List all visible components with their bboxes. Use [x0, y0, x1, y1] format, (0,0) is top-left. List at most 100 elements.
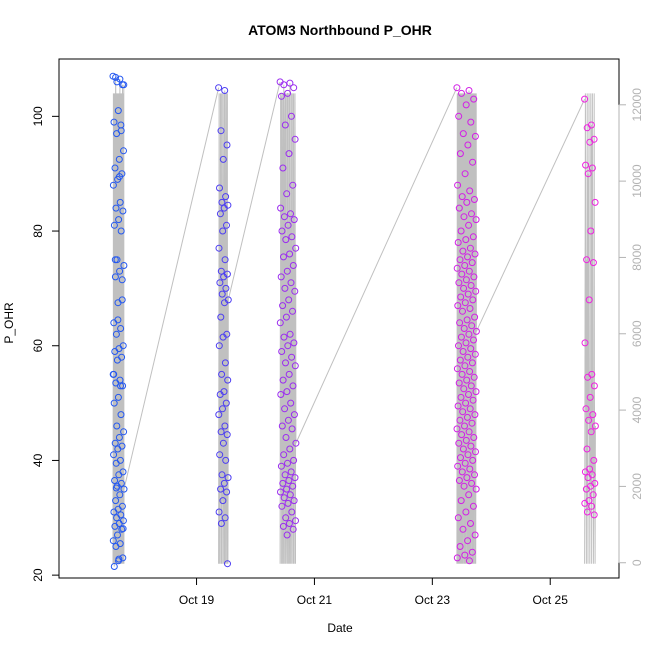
data-point: [459, 408, 467, 416]
data-point: [458, 193, 466, 201]
data-point: [288, 508, 296, 516]
y-axis-left: 20 40 60 80 100: [31, 106, 60, 582]
data-point: [281, 284, 289, 292]
data-point: [218, 370, 226, 378]
data-point: [110, 370, 118, 378]
data-point: [471, 531, 479, 539]
data-point: [278, 348, 286, 355]
series-line: [584, 93, 596, 564]
series-line: [279, 83, 297, 564]
data-point: [455, 342, 462, 350]
data-point: [457, 497, 465, 505]
data-point: [286, 491, 294, 499]
data-point: [462, 339, 470, 347]
data-point: [468, 419, 476, 427]
data-point: [284, 89, 292, 97]
data-point: [289, 482, 297, 490]
data-point: [219, 333, 227, 341]
x-tick-label: Oct 19: [179, 593, 215, 607]
data-point: [290, 216, 298, 224]
data-point: [110, 451, 118, 459]
data-point: [276, 319, 284, 327]
data-point: [589, 259, 597, 267]
data-point: [462, 508, 470, 516]
data-point: [461, 170, 469, 178]
data-point: [111, 477, 119, 484]
data-point: [460, 325, 468, 332]
data-point: [291, 135, 299, 143]
data-point: [223, 431, 231, 439]
data-point: [462, 101, 470, 109]
data-point: [223, 221, 230, 229]
y-tick-label: 60: [31, 339, 45, 353]
data-point: [217, 127, 225, 135]
data-point: [117, 382, 124, 390]
data-point: [216, 279, 224, 287]
data-point: [464, 451, 472, 459]
data-point: [455, 439, 463, 447]
data-point: [470, 373, 478, 381]
data-point: [287, 468, 295, 476]
data-point: [281, 121, 289, 129]
data-point: [472, 327, 480, 335]
data-point: [111, 522, 119, 530]
data-point: [224, 376, 232, 384]
data-point: [215, 342, 223, 350]
data-point: [461, 422, 468, 430]
data-point: [120, 485, 128, 493]
data-point: [466, 405, 474, 413]
data-point: [281, 471, 289, 479]
x-tick-label: Oct 23: [415, 593, 451, 607]
data-point: [217, 520, 225, 527]
data-point: [459, 247, 467, 255]
data-point: [581, 499, 589, 507]
data-point: [467, 282, 475, 289]
data-point: [470, 95, 478, 103]
data-point: [280, 494, 288, 502]
data-point: [114, 316, 122, 324]
data-point: [459, 525, 467, 533]
data-point: [282, 434, 290, 441]
data-point: [463, 198, 471, 206]
data-point: [289, 262, 297, 269]
data-point: [280, 451, 288, 459]
data-point: [456, 256, 464, 264]
data-point: [290, 339, 298, 347]
data-point: [453, 264, 461, 272]
data-point: [453, 365, 461, 373]
data-point: [470, 273, 478, 281]
data-point: [219, 155, 227, 163]
data-point: [471, 350, 479, 358]
data-point: [224, 560, 231, 568]
data-point: [454, 239, 462, 246]
data-point: [287, 399, 295, 407]
data-point: [291, 474, 299, 482]
data-point: [466, 368, 474, 375]
data-point: [460, 213, 468, 221]
data-point: [471, 250, 479, 258]
data-point: [117, 411, 125, 419]
data-point: [461, 551, 469, 559]
data-point: [469, 296, 477, 304]
data-point: [222, 284, 230, 292]
data-point: [466, 465, 474, 473]
y2-tick-label: 2000: [630, 473, 644, 500]
data-point: [583, 256, 591, 264]
data-point: [278, 92, 285, 100]
data-point: [458, 89, 465, 97]
data-point: [286, 445, 294, 453]
data-point: [279, 522, 287, 530]
y2-tick-label: 8000: [630, 244, 644, 271]
data-point: [288, 233, 296, 241]
data-point: [582, 161, 590, 169]
data-point: [469, 502, 477, 510]
data-point: [454, 402, 462, 410]
data-point: [278, 227, 286, 235]
data-point: [289, 382, 297, 390]
data-point: [462, 236, 470, 244]
data-point: [112, 73, 120, 81]
data-point: [465, 267, 473, 275]
data-point: [221, 359, 229, 367]
data-point: [217, 485, 225, 493]
data-point: [115, 555, 123, 563]
